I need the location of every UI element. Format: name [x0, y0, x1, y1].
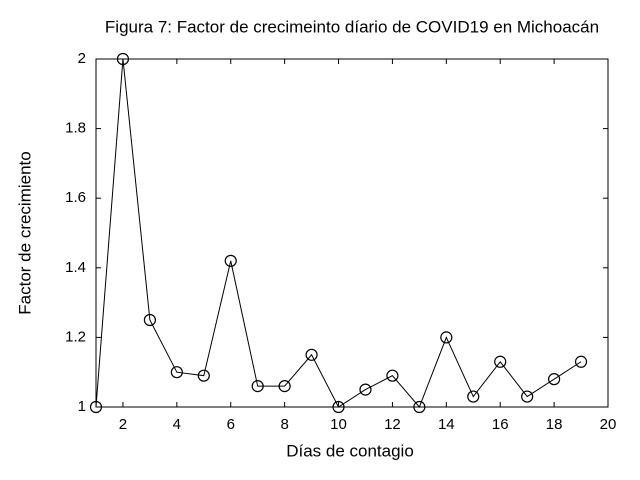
data-point: [251, 380, 264, 393]
x-tick-label: 18: [546, 416, 563, 433]
data-point: [386, 369, 399, 382]
data-point: [332, 400, 345, 414]
data-point: [170, 366, 183, 379]
data-point: [143, 313, 156, 327]
y-tick-label: 1: [78, 398, 86, 415]
y-axis-label: Factor de crecimiento: [15, 151, 34, 314]
chart-title: Figura 7: Factor de crecimeinto díario d…: [105, 17, 599, 36]
data-point: [494, 355, 507, 368]
y-tick-label: 1.2: [65, 328, 86, 345]
x-tick-label: 8: [280, 416, 288, 433]
x-tick-label: 2: [119, 416, 127, 433]
x-tick-label: 12: [384, 416, 401, 433]
y-tick-label: 1.6: [65, 189, 86, 206]
x-tick-label: 10: [330, 416, 347, 433]
data-point: [224, 254, 237, 267]
data-point: [413, 400, 426, 414]
y-tick-label: 2: [78, 50, 86, 67]
data-point: [574, 355, 588, 368]
data-point: [521, 390, 534, 403]
data-point: [440, 331, 453, 344]
data-point: [305, 348, 318, 361]
x-axis-label: Días de contagio: [286, 441, 414, 460]
data-point: [197, 369, 210, 382]
data-point: [467, 390, 480, 403]
x-tick-label: 20: [600, 416, 617, 433]
x-tick-label: 16: [492, 416, 509, 433]
y-tick-label: 1.4: [65, 259, 86, 276]
data-point: [278, 380, 291, 393]
data-point: [89, 400, 103, 414]
x-tick-label: 4: [173, 416, 181, 433]
x-tick-label: 14: [438, 416, 455, 433]
data-point: [359, 383, 372, 396]
data-point: [116, 52, 130, 66]
data-point: [548, 373, 561, 386]
data-line: [95, 58, 582, 408]
plot-frame: [95, 58, 609, 408]
x-tick-label: 6: [227, 416, 235, 433]
y-tick-label: 1.8: [65, 120, 86, 137]
